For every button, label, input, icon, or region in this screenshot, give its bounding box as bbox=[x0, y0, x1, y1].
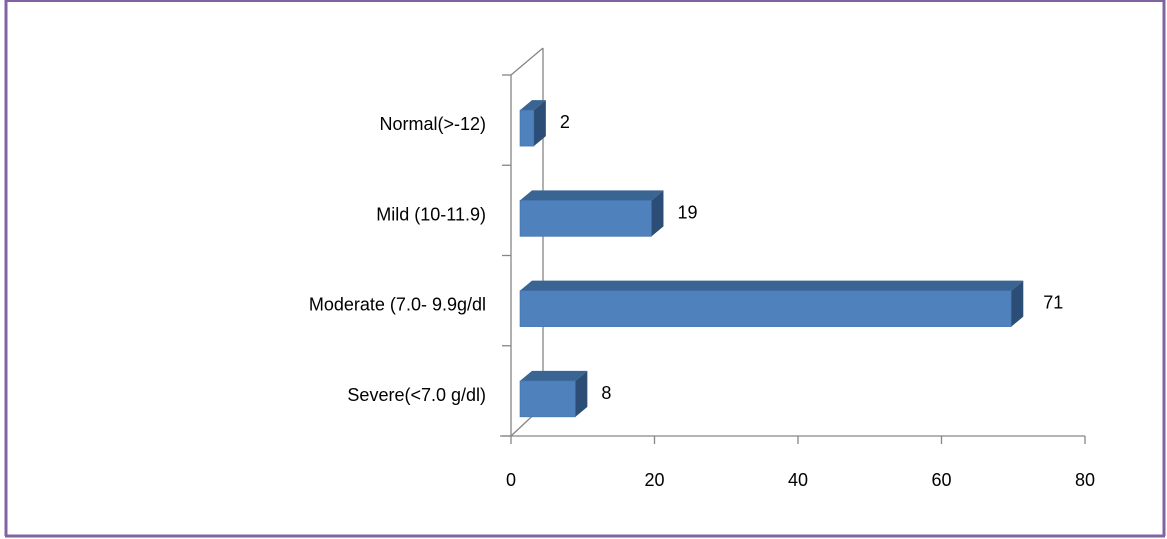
bar-front-face bbox=[519, 380, 576, 418]
bar-side-face bbox=[651, 190, 664, 237]
bar-front-face bbox=[519, 290, 1012, 327]
bar-front-face bbox=[519, 109, 535, 147]
category-label-0: Normal(>-12) bbox=[379, 114, 486, 134]
data-label-3: 8 bbox=[601, 383, 611, 403]
bar-1 bbox=[519, 190, 664, 237]
chart-axes bbox=[500, 47, 1086, 444]
x-tick-labels: 0 20 40 60 80 bbox=[506, 470, 1095, 490]
data-label-2: 71 bbox=[1043, 293, 1063, 313]
category-label-2: Moderate (7.0- 9.9g/dl bbox=[309, 295, 486, 315]
bar-3 bbox=[519, 370, 588, 418]
frame-border bbox=[4, 0, 1166, 538]
wall-top-edge bbox=[510, 47, 544, 76]
category-label-1: Mild (10-11.9) bbox=[376, 204, 486, 224]
x-tick-label-2: 40 bbox=[788, 470, 808, 490]
bar-0 bbox=[519, 100, 546, 147]
category-labels: Normal(>-12) Mild (10-11.9) Moderate (7.0-… bbox=[309, 114, 486, 405]
bar-top-face bbox=[520, 190, 664, 201]
bar-side-face bbox=[533, 100, 546, 147]
data-label-1: 19 bbox=[677, 202, 697, 222]
x-tick-label-0: 0 bbox=[506, 470, 516, 490]
bar-front-face bbox=[519, 200, 652, 237]
bar-2 bbox=[519, 280, 1024, 327]
bar-top-face bbox=[520, 280, 1024, 291]
x-tick-label-3: 60 bbox=[931, 470, 951, 490]
data-labels: 2 19 71 8 bbox=[560, 112, 1063, 403]
x-tick-label-1: 20 bbox=[644, 470, 664, 490]
bar-side-face bbox=[1011, 280, 1024, 327]
bar-top-face bbox=[520, 370, 588, 381]
category-label-3: Severe(<7.0 g/dl) bbox=[347, 385, 486, 405]
bar-top-face bbox=[520, 100, 546, 111]
data-label-0: 2 bbox=[560, 112, 570, 132]
x-tick-label-4: 80 bbox=[1075, 470, 1095, 490]
chart-bars bbox=[519, 100, 1024, 418]
bar-side-face bbox=[575, 370, 588, 417]
